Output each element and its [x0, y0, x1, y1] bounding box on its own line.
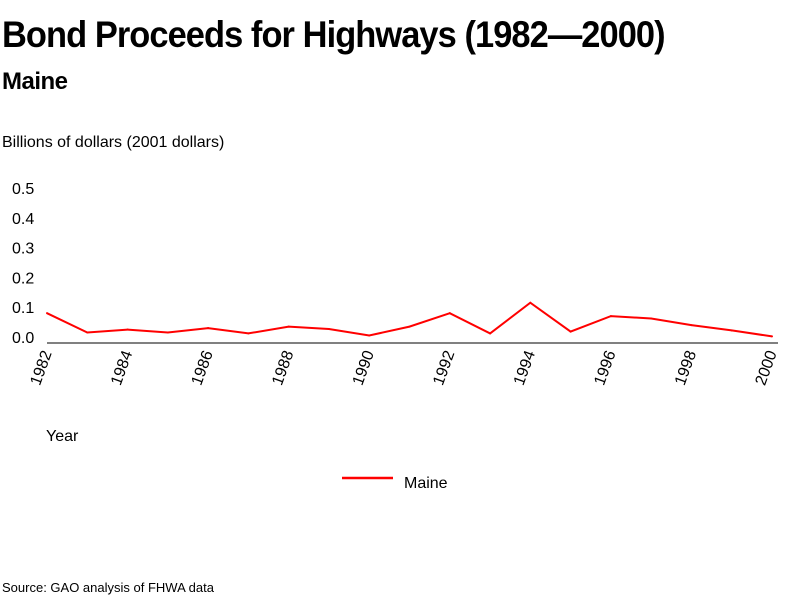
x-tick-label: 1992	[430, 348, 458, 387]
data-point	[448, 312, 451, 315]
x-tick-label: 1982	[28, 348, 56, 387]
x-tick-label: 1996	[591, 348, 619, 387]
y-tick-label: 0.0	[12, 330, 34, 347]
y-axis-label: Billions of dollars (2001 dollars)	[2, 134, 225, 151]
data-point	[368, 334, 371, 337]
data-point	[207, 327, 210, 330]
data-point	[247, 332, 250, 335]
data-point	[408, 325, 411, 328]
data-point	[489, 332, 492, 335]
data-point	[327, 327, 330, 330]
data-point	[771, 335, 773, 338]
data-point	[86, 331, 89, 334]
data-point	[529, 301, 532, 304]
x-axis-label: Year	[46, 428, 79, 445]
series-line-maine	[46, 301, 773, 338]
x-tick-label: 1994	[511, 348, 539, 387]
source-note: Source: GAO analysis of FHWA data	[2, 580, 214, 595]
data-point	[690, 324, 693, 327]
data-point	[166, 331, 169, 334]
data-point	[609, 315, 612, 318]
data-point	[730, 329, 733, 332]
chart-subtitle: Maine	[2, 68, 68, 95]
data-point	[46, 312, 48, 315]
data-point	[287, 325, 290, 328]
y-tick-label: 0.1	[12, 300, 34, 317]
x-tick-label: 1986	[189, 348, 217, 387]
x-tick-label: 1998	[672, 348, 700, 387]
x-tick-label: 1984	[108, 348, 136, 387]
y-tick-label: 0.3	[12, 241, 34, 258]
x-tick-label: 1988	[269, 348, 297, 387]
y-tick-label: 0.4	[12, 211, 34, 228]
x-tick-label: 2000	[753, 348, 781, 387]
x-tick-label: 1990	[350, 348, 378, 387]
data-point	[569, 330, 572, 333]
legend-label: Maine	[404, 475, 448, 492]
data-point	[650, 317, 653, 320]
data-point	[126, 328, 129, 331]
y-tick-label: 0.2	[12, 270, 34, 287]
chart-title: Bond Proceeds for Highways (1982—2000)	[2, 14, 666, 55]
y-tick-label: 0.5	[12, 181, 34, 198]
